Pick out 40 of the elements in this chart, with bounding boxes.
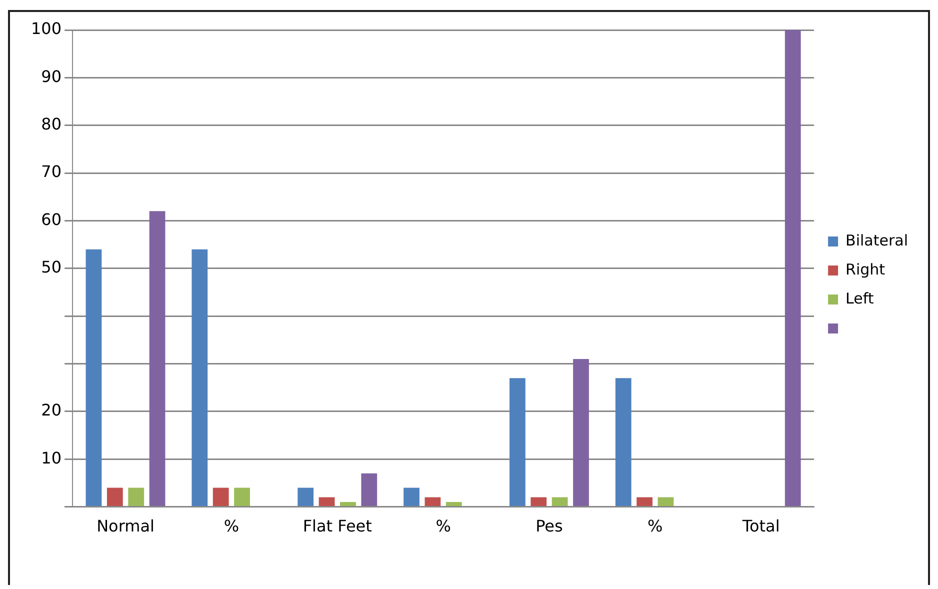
bar	[552, 497, 568, 506]
bar	[212, 488, 229, 506]
legend-label: Left	[846, 289, 874, 308]
bar	[446, 502, 462, 506]
bar	[234, 488, 250, 506]
y-tick-label: 10	[41, 448, 62, 468]
y-tick-label: 20	[41, 400, 62, 420]
x-tick-label: %	[648, 516, 663, 536]
bar	[615, 378, 632, 506]
bar	[404, 488, 420, 506]
bar	[86, 249, 102, 506]
bar	[361, 473, 378, 506]
bar	[784, 30, 801, 506]
y-tick-label: 100	[30, 19, 62, 38]
bar	[530, 497, 547, 506]
legend-label: Bilateral	[846, 231, 908, 250]
bar	[192, 249, 208, 506]
y-tick-label: 70	[41, 162, 62, 182]
bar	[149, 211, 166, 506]
bar	[318, 497, 335, 506]
x-tick-label: Flat Feet	[302, 516, 372, 536]
legend-label: Right	[846, 260, 886, 278]
bar	[424, 497, 441, 506]
bar	[298, 488, 314, 506]
y-tick-label: 60	[41, 210, 62, 229]
x-tick-label: Pes	[536, 516, 563, 536]
x-tick-label: Normal	[96, 516, 154, 536]
bar	[510, 378, 526, 506]
bar	[340, 502, 356, 506]
bar	[636, 497, 653, 506]
bar	[128, 488, 144, 506]
x-tick-label: %	[224, 516, 240, 536]
bar	[658, 497, 674, 506]
x-tick-label: %	[436, 516, 451, 536]
bar	[106, 488, 123, 506]
y-tick-label: 50	[41, 258, 62, 277]
x-tick-label: Total	[741, 516, 780, 536]
bar	[573, 358, 589, 506]
y-tick-label: 90	[41, 66, 62, 86]
y-tick-label: 80	[41, 114, 62, 134]
